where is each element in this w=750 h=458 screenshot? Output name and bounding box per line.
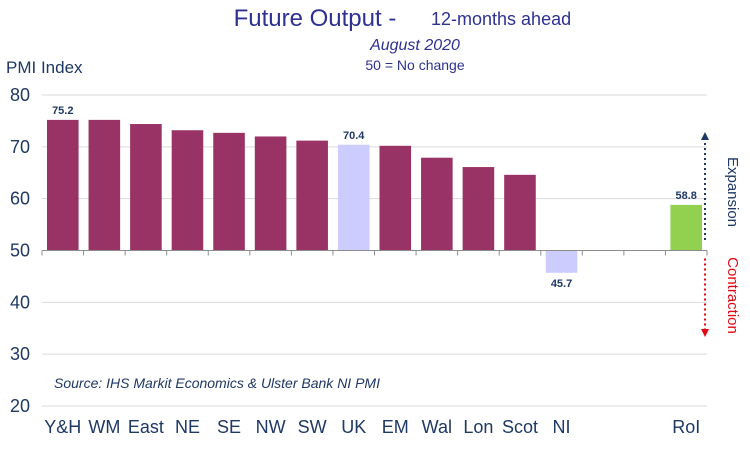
bar [337, 144, 370, 251]
x-tick-label: Y&H [44, 417, 81, 437]
bar [254, 136, 287, 251]
x-tick-label: Lon [463, 417, 493, 437]
bar [130, 124, 162, 251]
bar [213, 132, 245, 251]
chart-subtitle: August 2020 [369, 37, 460, 54]
bar [88, 119, 121, 251]
bar [421, 157, 453, 251]
y-tick-label: 80 [10, 85, 30, 105]
x-tick-label: EM [382, 417, 409, 437]
y-tick-label: 70 [10, 137, 30, 157]
contraction-label: Contraction [724, 257, 741, 334]
y-tick-label: 60 [10, 189, 30, 209]
y-tick-label: 40 [10, 292, 30, 312]
bar [296, 140, 328, 251]
data-label: 58.8 [676, 190, 697, 202]
x-tick-label: UK [341, 417, 366, 437]
axes [41, 250, 708, 256]
bar [504, 174, 536, 251]
x-tick-label: Scot [502, 417, 538, 437]
bar [171, 130, 204, 251]
x-tick-label: WM [88, 417, 120, 437]
x-tick-label: NI [553, 417, 571, 437]
x-tick-label: Wal [422, 417, 452, 437]
expansion-contraction-annotation: Expansion Contraction [701, 132, 741, 337]
y-axis-label: PMI Index [6, 58, 83, 77]
data-label: 70.4 [343, 130, 365, 142]
bar [379, 145, 412, 251]
tick-labels: 20 30 40 50 60 70 80 Y&H WM East NE SE NW SW UK EM Wal Lo… [10, 85, 700, 437]
x-tick-label: SW [298, 417, 327, 437]
contraction-arrowhead [701, 329, 709, 337]
data-label: 75.2 [52, 105, 73, 117]
bars [46, 119, 703, 273]
x-tick-label: NW [256, 417, 286, 437]
chart-title-suffix: 12-months ahead [431, 9, 571, 29]
x-tick-label: RoI [672, 417, 700, 437]
y-tick-label: 30 [10, 344, 30, 364]
expansion-arrowhead [701, 132, 709, 140]
bar [670, 204, 703, 251]
y-tick-label: 20 [10, 396, 30, 416]
bar [545, 250, 578, 273]
bar [46, 119, 79, 251]
x-tick-label: SE [217, 417, 241, 437]
bar [462, 167, 495, 251]
data-label: 45.7 [551, 278, 572, 290]
chart-title: Future Output - [234, 5, 403, 32]
source-note: Source: IHS Markit Economics & Ulster Ba… [54, 375, 380, 391]
expansion-label: Expansion [724, 157, 741, 227]
chart-note: 50 = No change [365, 57, 464, 73]
x-tick-label: East [128, 417, 164, 437]
x-tick-label: NE [175, 417, 200, 437]
y-tick-label: 50 [10, 241, 30, 261]
